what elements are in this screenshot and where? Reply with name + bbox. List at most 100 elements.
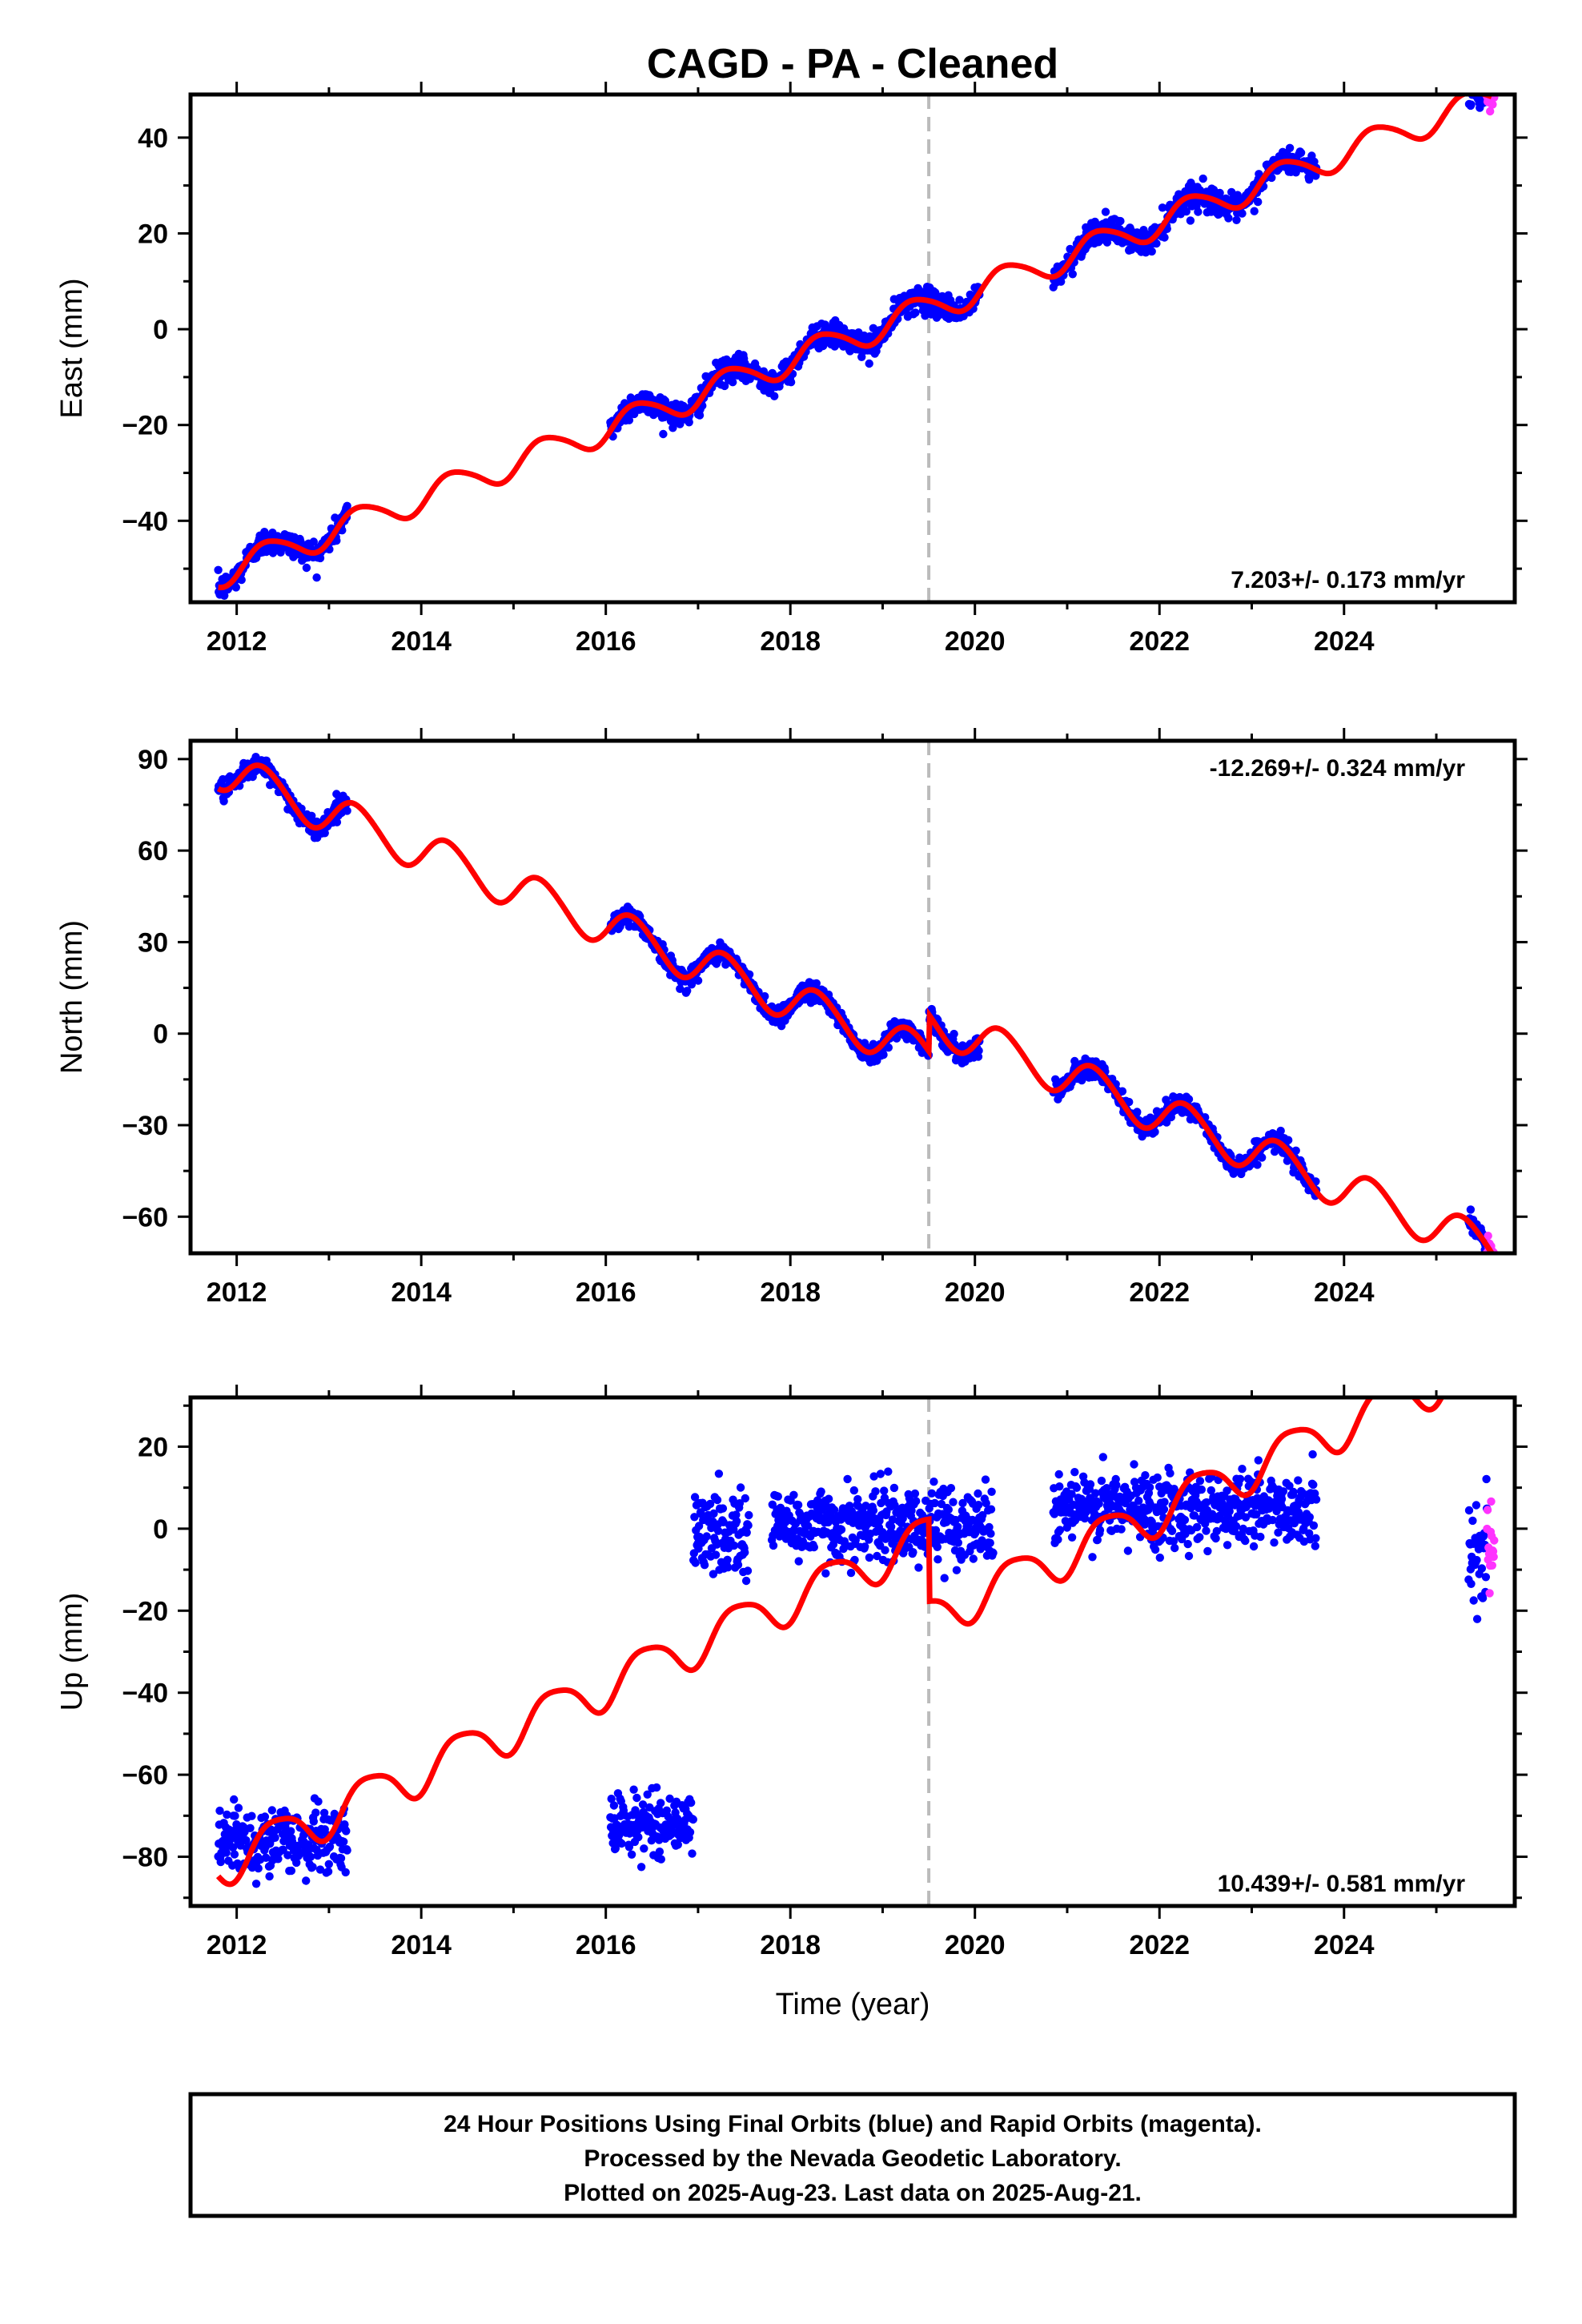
final-orbit-point	[283, 1851, 292, 1860]
final-orbit-point	[652, 1783, 661, 1792]
final-orbit-point	[1477, 1564, 1487, 1573]
final-orbit-point	[1256, 1532, 1265, 1542]
x-tick-label: 2012	[207, 626, 267, 657]
final-orbit-point	[690, 1493, 700, 1502]
final-orbit-point	[661, 396, 670, 405]
final-orbit-point	[720, 381, 729, 391]
final-orbit-point	[1308, 1449, 1317, 1459]
final-orbit-point	[292, 1858, 301, 1868]
final-orbit-point	[260, 1812, 270, 1821]
final-orbit-point	[1145, 1483, 1154, 1492]
final-orbit-point	[1199, 174, 1207, 183]
final-orbit-point	[786, 378, 796, 387]
observations	[214, 753, 1498, 1253]
final-orbit-point	[279, 1845, 287, 1854]
final-orbit-point	[611, 1844, 620, 1853]
final-orbit-point	[214, 565, 223, 574]
final-orbit-point	[1202, 1526, 1211, 1535]
final-orbit-point	[865, 359, 873, 368]
y-tick-label: 0	[153, 1514, 168, 1545]
y-tick-label: −20	[122, 411, 168, 441]
final-orbit-point	[1095, 1526, 1105, 1534]
x-tick-label: 2018	[760, 1277, 821, 1308]
final-orbit-point	[1483, 82, 1491, 90]
final-orbit-point	[873, 1551, 881, 1561]
final-orbit-point	[1150, 1128, 1159, 1136]
footnote-box: 24 Hour Positions Using Final Orbits (bl…	[188, 2092, 1517, 2218]
final-orbit-point	[219, 797, 228, 806]
final-orbit-point	[950, 1029, 958, 1039]
final-orbit-point	[989, 1549, 998, 1558]
final-orbit-point	[319, 1808, 329, 1817]
chart-title: CAGD - PA - Cleaned	[647, 41, 1058, 87]
x-tick-label: 2022	[1129, 1930, 1190, 1960]
final-orbit-point	[320, 829, 329, 838]
footnote-line-1: 24 Hour Positions Using Final Orbits (bl…	[444, 2111, 1262, 2137]
final-orbit-point	[242, 1835, 251, 1845]
final-orbit-point	[770, 392, 779, 400]
final-orbit-point	[624, 1843, 634, 1852]
y-tick-label: −60	[122, 1202, 168, 1232]
rapid-orbit-point	[1489, 1552, 1498, 1562]
final-orbit-point	[705, 1499, 715, 1509]
final-orbit-point	[724, 1563, 733, 1572]
final-orbit-point	[1155, 1553, 1165, 1562]
final-orbit-point	[954, 1522, 962, 1531]
y-tick-label: 90	[138, 745, 168, 775]
final-orbit-point	[1102, 1484, 1111, 1493]
rapid-orbit-point	[1488, 1561, 1497, 1570]
y-tick-label: −40	[122, 1679, 168, 1709]
final-orbit-point	[307, 811, 316, 820]
final-orbit-point	[1055, 1526, 1065, 1534]
final-orbit-point	[709, 1509, 718, 1518]
footnote-line-3: Plotted on 2025-Aug-23. Last data on 202…	[564, 2180, 1142, 2206]
final-orbit-point	[732, 1517, 741, 1526]
y-tick-label: 0	[153, 1019, 168, 1050]
final-orbit-point	[693, 976, 703, 985]
plot-frame	[188, 1395, 1517, 1908]
final-orbit-point	[1160, 233, 1169, 242]
final-orbit-point	[1166, 1469, 1174, 1478]
final-orbit-point	[1070, 1468, 1079, 1477]
final-orbit-point	[1270, 1538, 1279, 1547]
final-orbit-point	[336, 1854, 346, 1863]
final-orbit-point	[1284, 1136, 1293, 1144]
rapid-orbit-point	[1488, 100, 1497, 109]
final-orbit-point	[849, 1486, 859, 1495]
x-tick-label: 2014	[391, 1277, 452, 1308]
final-orbit-point	[1311, 1542, 1320, 1550]
final-orbit-point	[228, 1843, 238, 1852]
y-tick-label: 30	[138, 927, 168, 958]
final-orbit-point	[617, 1839, 626, 1848]
y-tick-label: 20	[138, 1432, 168, 1462]
final-orbit-point	[723, 1555, 732, 1565]
final-orbit-point	[978, 1510, 987, 1520]
final-orbit-point	[879, 1050, 888, 1059]
final-orbit-point	[1253, 1160, 1262, 1169]
final-orbit-point	[306, 1852, 315, 1861]
final-orbit-point	[1254, 197, 1263, 207]
final-orbit-point	[869, 1506, 878, 1515]
final-orbit-point	[662, 1806, 671, 1815]
final-orbit-point	[804, 1522, 813, 1530]
final-orbit-point	[1093, 1535, 1102, 1545]
final-orbit-point	[781, 1518, 790, 1526]
rapid-orbit-point	[1483, 1506, 1492, 1514]
observations	[214, 82, 1499, 600]
final-orbit-point	[1152, 239, 1161, 248]
plot-frame	[188, 92, 1517, 605]
x-axis-label: Time (year)	[776, 1988, 930, 2021]
final-orbit-point	[1250, 207, 1259, 215]
final-orbit-point	[1482, 1474, 1491, 1484]
final-orbit-point	[741, 1548, 749, 1557]
final-orbit-point	[909, 1548, 917, 1557]
final-orbit-point	[1091, 1489, 1100, 1498]
final-orbit-point	[718, 1504, 728, 1513]
final-orbit-point	[247, 1811, 256, 1820]
final-orbit-point	[656, 1855, 665, 1864]
y-tick-label: 60	[138, 836, 168, 866]
final-orbit-point	[824, 1494, 833, 1503]
final-orbit-point	[1169, 1537, 1178, 1546]
final-orbit-point	[215, 1806, 224, 1815]
final-orbit-point	[688, 1849, 697, 1858]
